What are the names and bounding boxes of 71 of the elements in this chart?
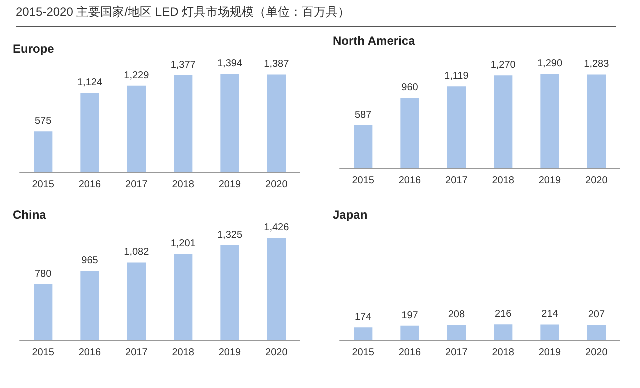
bar (354, 125, 373, 168)
data-label: 216 (494, 309, 512, 320)
data-label: 1,119 (444, 71, 470, 82)
data-label: 1,201 (170, 238, 196, 250)
data-label: 214 (542, 309, 559, 320)
data-label: 1,270 (490, 60, 516, 72)
bar (220, 245, 240, 340)
data-label: 1,283 (584, 59, 610, 70)
x-tick-label: 2016 (78, 348, 102, 358)
x-tick-label: 2015 (32, 180, 55, 190)
bar (220, 74, 240, 172)
chart-title: Europe (13, 42, 55, 56)
data-label: 1,229 (124, 70, 150, 82)
data-label: 965 (82, 256, 99, 267)
bar (174, 75, 193, 172)
x-tick-label: 2019 (218, 348, 242, 358)
data-label: 1,394 (217, 58, 243, 70)
x-tick-label: 2019 (538, 176, 562, 186)
bar (80, 93, 100, 172)
chart-title: North America (333, 34, 416, 48)
x-tick-label: 2020 (266, 348, 288, 358)
data-label: 1,426 (264, 222, 290, 234)
data-label: 780 (34, 268, 52, 280)
x-tick-label: 2015 (352, 348, 375, 358)
x-tick-label: 2018 (172, 180, 195, 190)
x-tick-label: 2018 (492, 176, 515, 186)
x-tick-label: 2016 (398, 348, 422, 358)
data-label: 1,124 (77, 78, 103, 89)
x-tick-label: 2017 (126, 348, 148, 358)
x-tick-label: 2020 (266, 180, 288, 190)
x-tick-label: 2019 (538, 348, 562, 358)
data-label: 960 (402, 82, 419, 94)
bar (34, 284, 53, 340)
bar (447, 86, 466, 168)
x-tick-label: 2020 (586, 176, 608, 186)
data-label: 208 (448, 310, 466, 321)
x-tick-label: 2020 (586, 348, 608, 358)
text: 2015-2020 主要国家/地区 LED 灯具市场规模（单位：百万具） (16, 4, 616, 27)
bar (174, 254, 193, 340)
x-tick-label: 2018 (172, 348, 195, 358)
bar (400, 98, 420, 168)
bar (267, 74, 286, 172)
data-label: 587 (354, 110, 372, 121)
data-label: 174 (354, 312, 372, 324)
x-tick-label: 2015 (352, 176, 375, 186)
x-tick-label: 2015 (32, 348, 55, 358)
bar (587, 74, 606, 168)
x-tick-label: 2016 (398, 176, 422, 186)
data-label: 575 (34, 116, 52, 128)
data-label: 197 (402, 310, 419, 322)
x-tick-label: 2017 (126, 180, 148, 190)
chart-title: Japan (333, 208, 368, 222)
bar (494, 76, 513, 168)
x-tick-label: 2017 (446, 348, 468, 358)
bar (127, 262, 146, 340)
chart-title: China (13, 208, 47, 222)
data-label: 1,082 (124, 247, 150, 258)
data-label: 1,377 (170, 60, 196, 71)
x-tick-label: 2017 (446, 176, 468, 186)
bar (127, 86, 146, 172)
bar (540, 74, 560, 168)
data-label: 207 (588, 310, 606, 321)
bar (267, 238, 286, 340)
data-label: 1,325 (217, 230, 243, 241)
bar (80, 271, 100, 340)
x-tick-label: 2019 (218, 180, 242, 190)
x-tick-label: 2018 (492, 348, 515, 358)
bar (34, 132, 53, 172)
data-label: 1,387 (264, 59, 290, 70)
data-label: 1,290 (537, 58, 563, 70)
x-tick-label: 2016 (78, 180, 102, 190)
